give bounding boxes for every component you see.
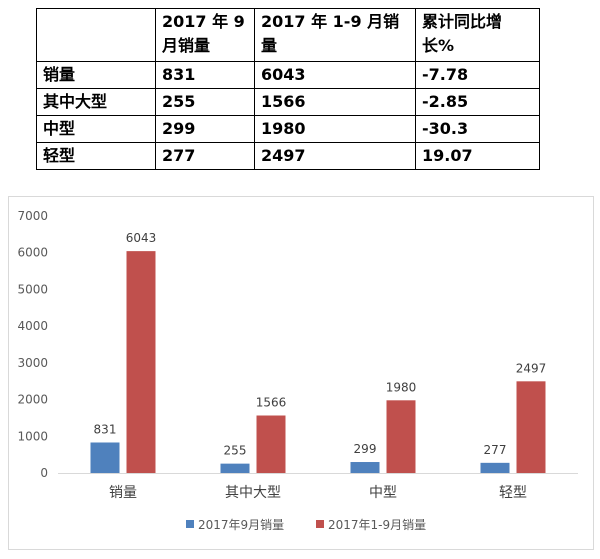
data-label: 2497 — [516, 361, 547, 375]
y-tick-label: 0 — [40, 466, 48, 480]
table-cell: 255 — [155, 88, 255, 116]
table-header-cell — [36, 8, 156, 62]
data-label: 831 — [94, 422, 117, 436]
y-tick-label: 4000 — [17, 319, 48, 333]
chart-frame — [8, 196, 594, 550]
x-category-label: 其中大型 — [225, 485, 281, 501]
legend-label: 2017年1-9月销量 — [328, 518, 426, 532]
legend-label: 2017年9月销量 — [198, 518, 284, 532]
bar-sep-2017 — [480, 462, 510, 473]
y-tick-label: 5000 — [17, 282, 48, 296]
data-label: 1566 — [256, 396, 287, 410]
y-tick-label: 7000 — [17, 209, 48, 223]
table-cell: 2497 — [254, 142, 416, 170]
table-cell: 19.07 — [415, 142, 540, 170]
bar-jan-sep-2017 — [126, 251, 156, 473]
table-row: 销量 831 6043 -7.78 — [36, 61, 540, 89]
table-cell: 销量 — [36, 61, 156, 89]
legend-swatch-jan-sep — [316, 520, 324, 528]
y-tick-label: 1000 — [17, 429, 48, 443]
sales-table-container: 2017 年 9 月销量 2017 年 1-9 月销量 累计同比增长% 销量 8… — [36, 8, 540, 170]
y-tick-label: 6000 — [17, 246, 48, 260]
data-label: 6043 — [126, 231, 157, 245]
x-category-label: 轻型 — [499, 485, 527, 501]
table-cell: 轻型 — [36, 142, 156, 170]
bar-sep-2017 — [220, 463, 250, 473]
table-row: 中型 299 1980 -30.3 — [36, 115, 540, 143]
table-cell: 6043 — [254, 61, 416, 89]
table-cell: 831 — [155, 61, 255, 89]
table-row: 轻型 277 2497 19.07 — [36, 142, 540, 170]
bar-sep-2017 — [350, 462, 380, 473]
legend-swatch-sep — [186, 520, 194, 528]
data-label: 299 — [354, 442, 377, 456]
table-cell: -7.78 — [415, 61, 540, 89]
data-label: 277 — [484, 443, 507, 457]
x-category-label: 销量 — [109, 485, 137, 501]
bar-jan-sep-2017 — [256, 415, 286, 473]
bar-jan-sep-2017 — [516, 381, 546, 473]
sales-table: 2017 年 9 月销量 2017 年 1-9 月销量 累计同比增长% 销量 8… — [36, 8, 540, 170]
y-tick-label: 2000 — [17, 393, 48, 407]
y-tick-label: 3000 — [17, 356, 48, 370]
table-header-cell: 累计同比增长% — [415, 8, 540, 62]
table-cell: 277 — [155, 142, 255, 170]
data-label: 1980 — [386, 380, 417, 394]
bar-sep-2017 — [90, 442, 120, 473]
table-cell: -30.3 — [415, 115, 540, 143]
table-cell: 中型 — [36, 115, 156, 143]
data-label: 255 — [224, 444, 247, 458]
table-cell: 299 — [155, 115, 255, 143]
x-category-label: 中型 — [369, 485, 397, 501]
bar-jan-sep-2017 — [386, 400, 416, 473]
